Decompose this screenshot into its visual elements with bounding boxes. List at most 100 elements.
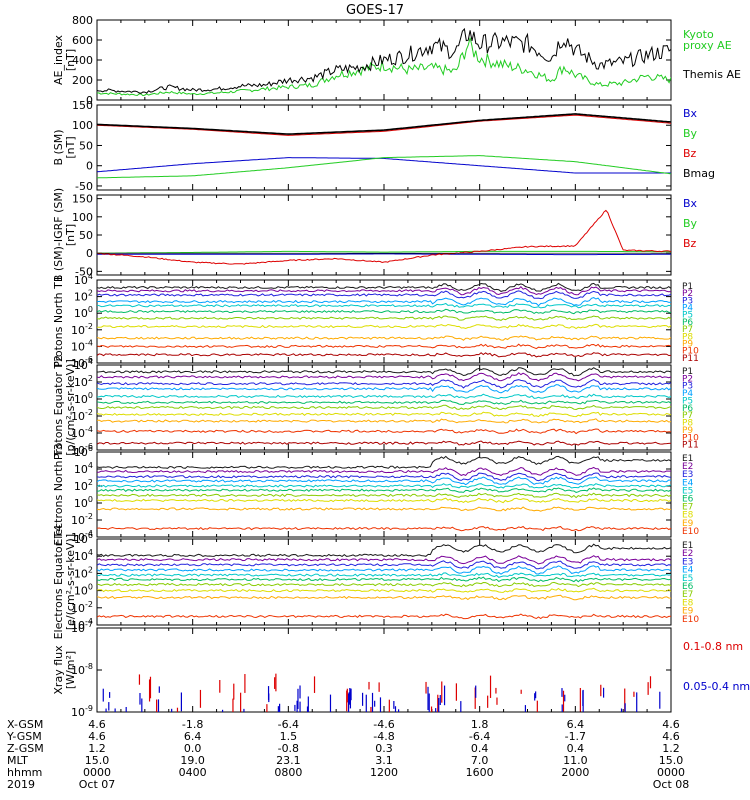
legend-xray-1: 0.05-0.4 nm: [683, 680, 750, 693]
y-tick-label: 0: [86, 247, 93, 260]
bottom-row-value: 6.4: [567, 718, 585, 731]
band-label-e8: E8: [682, 511, 694, 521]
y-tick-label: 200: [72, 74, 93, 87]
band-line-p3: [97, 378, 671, 389]
band-line-e6: [97, 576, 671, 583]
band-line-e9: [97, 594, 671, 601]
band-label-p11: P11: [682, 441, 699, 451]
y-tick-label: 102: [74, 478, 93, 493]
band-line-e5: [97, 572, 671, 578]
legend-themis-ae: Themis AE: [682, 68, 741, 81]
bottom-row-value: 6.4: [184, 730, 202, 743]
y-axis-label: Protons Equator T2: [52, 355, 65, 460]
plot-area: [97, 543, 671, 620]
band-label-e9: E9: [682, 519, 694, 529]
y-tick-label: -50: [75, 180, 93, 193]
band-label-p3: P3: [682, 296, 693, 306]
series-line-themis-ae: [97, 27, 671, 94]
band-label-p10: P10: [682, 433, 699, 443]
band-line-e7: [97, 492, 671, 499]
series-line-bz: [97, 114, 671, 136]
band-label-p8: P8: [682, 332, 693, 342]
band-line-p7: [97, 315, 671, 321]
band-line-p9: [97, 418, 671, 424]
y-tick-label: 10-2: [71, 322, 93, 337]
bottom-row-label: hhmm: [7, 766, 42, 779]
band-line-p9: [97, 335, 671, 341]
y-tick-label: 100: [72, 119, 93, 132]
bottom-row-value: 0400: [179, 766, 207, 779]
y-tick-label: 50: [79, 229, 93, 242]
band-label-p1: P1: [682, 367, 693, 377]
bottom-row-value: 4.6: [662, 730, 680, 743]
band-label-p6: P6: [682, 404, 693, 414]
band-line-p5: [97, 302, 671, 309]
band-line-p1: [97, 282, 671, 292]
y-tick-label: 10-2: [71, 512, 93, 527]
band-label-p11: P11: [682, 354, 699, 364]
bottom-row-label: 2019: [7, 778, 35, 791]
band-label-e9: E9: [682, 607, 694, 617]
band-label-e5: E5: [682, 574, 693, 584]
band-line-e2: [97, 466, 671, 477]
band-label-e1: E1: [682, 541, 693, 551]
panel-bigrf: 150 100 50 0 -50 B (SM)-IGRF (SM) [nT] Bx By Bz: [52, 188, 698, 282]
band-line-p2: [97, 285, 671, 296]
bottom-row-value: 0.4: [567, 742, 585, 755]
band-line-e3: [97, 472, 671, 482]
y-axis-label: Electrons North T3: [52, 443, 65, 545]
band-label-p5: P5: [682, 396, 693, 406]
bottom-row-value: 0.0: [184, 742, 202, 755]
panel-frame: [96, 627, 672, 713]
panel-frame: [96, 104, 672, 191]
band-line-e3: [97, 560, 671, 570]
legend-bz: Bz: [683, 237, 697, 250]
bottom-row-value: Oct 08: [653, 778, 690, 791]
bottom-row-value: -1.8: [182, 718, 203, 731]
y-tick-label: 600: [72, 34, 93, 47]
band-label-p4: P4: [682, 389, 693, 399]
band-line-p11: [97, 440, 671, 446]
y-axis-units: [e/(cm²-s-sr-keV)]: [64, 534, 77, 630]
panel-frame: [96, 279, 672, 364]
bottom-row-value: 1.8: [471, 718, 489, 731]
y-axis-units: [W/m²]: [64, 651, 77, 689]
y-tick-label: 10-9: [71, 704, 93, 719]
band-label-e2: E2: [682, 549, 693, 559]
series-line-bmag: [97, 113, 671, 135]
bottom-row-value: 15.0: [85, 754, 110, 767]
band-label-e5: E5: [682, 486, 693, 496]
bottom-row-value: 2000: [561, 766, 589, 779]
y-tick-label: 10-4: [71, 338, 93, 353]
band-line-p1: [97, 367, 671, 377]
band-line-e10: [97, 613, 671, 620]
band-label-p8: P8: [682, 419, 693, 429]
legend-xray-0: 0.1-0.8 nm: [683, 640, 743, 653]
plot-area: [97, 367, 671, 446]
y-axis-label: B (SM)-IGRF (SM): [52, 188, 65, 282]
band-label-p2: P2: [682, 374, 693, 384]
bottom-row-value: -6.4: [278, 718, 299, 731]
bottom-row-value: Oct 07: [79, 778, 116, 791]
bottom-row-value: 1200: [370, 766, 398, 779]
band-line-e9: [97, 506, 671, 512]
y-axis-label: AE_index: [52, 34, 65, 85]
band-label-p6: P6: [682, 318, 693, 328]
band-line-p4: [97, 384, 671, 394]
band-label-p7: P7: [682, 325, 693, 335]
bottom-row-value: 0.3: [375, 742, 393, 755]
band-line-e5: [97, 483, 671, 489]
plot-area: [102, 673, 661, 712]
y-axis-units: [nT]: [64, 49, 77, 71]
band-line-e2: [97, 555, 671, 565]
panel-frame: [96, 538, 672, 626]
band-line-p7: [97, 404, 671, 411]
y-tick-label: 104: [74, 461, 93, 476]
bottom-row-value: -4.8: [373, 730, 394, 743]
band-label-e7: E7: [682, 503, 693, 513]
